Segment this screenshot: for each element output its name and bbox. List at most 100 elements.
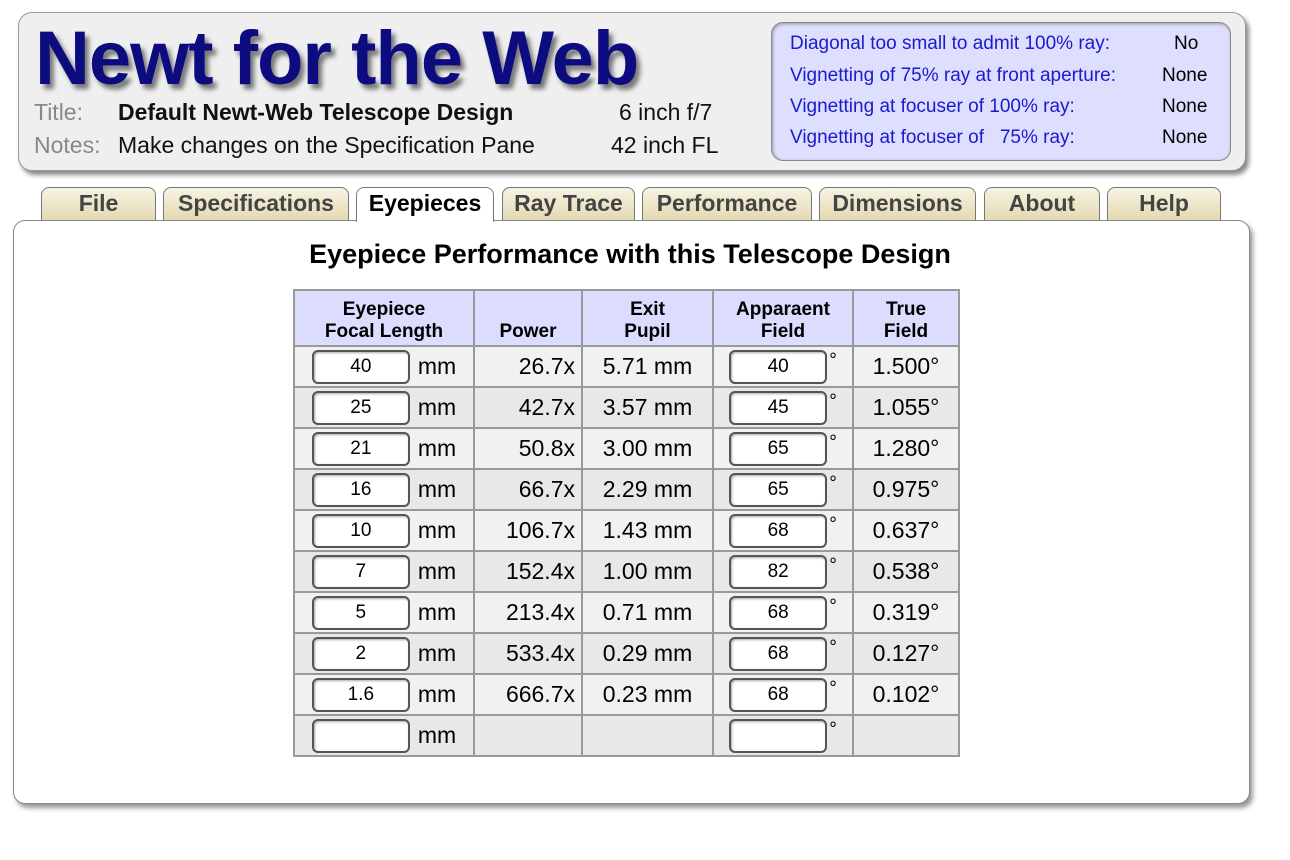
power-cell: 66.7x (473, 468, 583, 511)
exit-pupil-cell: 3.00 mm (581, 427, 714, 470)
design-notes: Make changes on the Specification Pane (118, 132, 535, 158)
design-title: Default Newt-Web Telescope Design (118, 99, 514, 125)
apparent-field-input[interactable]: 68 (729, 513, 828, 548)
unit-label: mm (417, 681, 457, 707)
apparent-field-cell: 65 ° (712, 468, 854, 511)
degree-label: ° (829, 513, 837, 535)
focal-length-input[interactable]: 1.6 (311, 677, 410, 712)
degree-label: ° (829, 636, 837, 658)
tab-help[interactable]: Help (1107, 187, 1221, 220)
status-label: Vignetting at focuser of 100% ray: (790, 96, 1075, 117)
true-field-cell: 0.538° (852, 550, 960, 593)
focal-length-input[interactable]: 40 (311, 349, 410, 384)
status-box: Diagonal too small to admit 100% ray: No… (771, 22, 1231, 161)
column-header: Exit Pupil (581, 289, 714, 347)
apparent-field-input[interactable]: 40 (729, 349, 828, 384)
apparent-field-input[interactable]: 82 (729, 554, 828, 589)
table-row: 21 mm 50.8x 3.00 mm 65 ° 1.280° (293, 427, 960, 470)
column-header: Apparaent Field (712, 289, 854, 347)
focal-length-input[interactable] (311, 718, 410, 753)
apparent-field-cell: 45 ° (712, 386, 854, 429)
true-field-cell: 0.975° (852, 468, 960, 511)
true-field-cell (852, 714, 960, 757)
focal-length-cell: 10 mm (293, 509, 475, 552)
focal-length-cell: 5 mm (293, 591, 475, 634)
exit-pupil-cell: 1.43 mm (581, 509, 714, 552)
exit-pupil-cell: 1.00 mm (581, 550, 714, 593)
focal-length-input[interactable]: 10 (311, 513, 410, 548)
power-cell: 533.4x (473, 632, 583, 675)
focal-length-cell: 21 mm (293, 427, 475, 470)
apparent-field-cell: 68 ° (712, 509, 854, 552)
table-row: mm ° (293, 714, 960, 757)
apparent-field-cell: 68 ° (712, 632, 854, 675)
power-cell: 42.7x (473, 386, 583, 429)
apparent-field-input[interactable]: 68 (729, 677, 828, 712)
true-field-cell: 0.127° (852, 632, 960, 675)
unit-label: mm (417, 599, 457, 625)
exit-pupil-cell: 5.71 mm (581, 345, 714, 388)
true-field-cell: 0.319° (852, 591, 960, 634)
focal-length-cell: 25 mm (293, 386, 475, 429)
power-cell: 213.4x (473, 591, 583, 634)
table-row: 1.6 mm 666.7x 0.23 mm 68 ° 0.102° (293, 673, 960, 716)
table-row: 16 mm 66.7x 2.29 mm 65 ° 0.975° (293, 468, 960, 511)
unit-label: mm (417, 476, 457, 502)
focal-length-cell: mm (293, 714, 475, 757)
apparent-field-cell: 65 ° (712, 427, 854, 470)
status-label: Vignetting of 75% ray at front aperture: (790, 65, 1117, 86)
tab-ray-trace[interactable]: Ray Trace (502, 187, 635, 220)
focal-length-input[interactable]: 5 (311, 595, 410, 630)
focal-length-input[interactable]: 25 (311, 390, 410, 425)
focal-length-cell: 40 mm (293, 345, 475, 388)
exit-pupil-cell: 0.71 mm (581, 591, 714, 634)
focal-length-input[interactable]: 21 (311, 431, 410, 466)
status-label: Vignetting at focuser of 75% ray: (790, 127, 1075, 148)
tab-eyepieces[interactable]: Eyepieces (356, 187, 494, 222)
table-row: 25 mm 42.7x 3.57 mm 45 ° 1.055° (293, 386, 960, 429)
tab-file[interactable]: File (41, 187, 156, 220)
power-cell (473, 714, 583, 757)
table-row: 2 mm 533.4x 0.29 mm 68 ° 0.127° (293, 632, 960, 675)
exit-pupil-cell: 3.57 mm (581, 386, 714, 429)
focal-length-input[interactable]: 2 (311, 636, 410, 671)
status-value: None (1162, 96, 1208, 117)
column-header: True Field (852, 289, 960, 347)
apparent-field-input[interactable]: 65 (729, 472, 828, 507)
table-row: 7 mm 152.4x 1.00 mm 82 ° 0.538° (293, 550, 960, 593)
tab-performance[interactable]: Performance (642, 187, 812, 220)
focal-length-cell: 2 mm (293, 632, 475, 675)
power-cell: 666.7x (473, 673, 583, 716)
apparent-field-cell: 68 ° (712, 591, 854, 634)
exit-pupil-cell: 2.29 mm (581, 468, 714, 511)
focal-length-input[interactable]: 16 (311, 472, 410, 507)
apparent-field-input[interactable]: 68 (729, 636, 828, 671)
focal-length-input[interactable]: 7 (311, 554, 410, 589)
unit-label: mm (417, 722, 457, 748)
true-field-cell: 1.055° (852, 386, 960, 429)
title-label: Title: (34, 99, 83, 125)
apparent-field-input[interactable]: 45 (729, 390, 828, 425)
tab-about[interactable]: About (984, 187, 1100, 220)
apparent-field-input[interactable]: 68 (729, 595, 828, 630)
column-header: Power (473, 289, 583, 347)
status-value: None (1162, 127, 1208, 148)
power-cell: 50.8x (473, 427, 583, 470)
degree-label: ° (829, 349, 837, 371)
apparent-field-input[interactable] (729, 718, 828, 753)
tab-specifications[interactable]: Specifications (163, 187, 349, 220)
power-cell: 26.7x (473, 345, 583, 388)
unit-label: mm (417, 558, 457, 584)
degree-label: ° (829, 390, 837, 412)
column-header: Eyepiece Focal Length (293, 289, 475, 347)
focal-length-info: 42 inch FL (611, 132, 719, 158)
tab-dimensions[interactable]: Dimensions (819, 187, 976, 220)
degree-label: ° (829, 554, 837, 576)
apparent-field-cell: 40 ° (712, 345, 854, 388)
header-panel: Newt for the Web Title: Default Newt-Web… (18, 12, 1246, 171)
unit-label: mm (417, 394, 457, 420)
exit-pupil-cell: 0.29 mm (581, 632, 714, 675)
apparent-field-cell: ° (712, 714, 854, 757)
table-row: 40 mm 26.7x 5.71 mm 40 ° 1.500° (293, 345, 960, 388)
apparent-field-input[interactable]: 65 (729, 431, 828, 466)
